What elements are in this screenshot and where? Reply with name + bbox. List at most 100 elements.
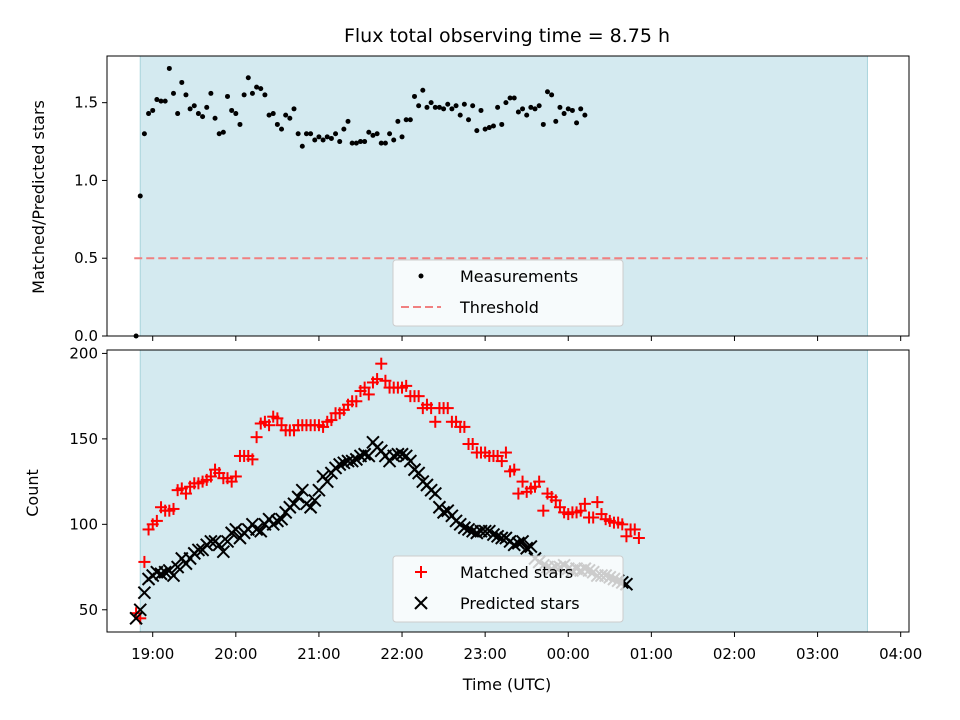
matched-star-point [167,502,180,515]
predicted-star-point [519,541,534,555]
measurement-point [299,143,305,149]
predicted-star-point [166,568,181,583]
predicted-star-point [332,457,347,472]
matched-star-point [371,373,384,386]
measurement-point [279,126,285,132]
predicted-star-point [308,493,322,508]
measurement-point [212,115,218,121]
bottom-y-axis-label: Count [23,469,42,517]
measurement-point [565,106,571,112]
matched-star-point [429,415,442,428]
matched-star-point [533,475,546,488]
measurement-point [345,118,351,124]
predicted-star-point [158,565,172,579]
measurement-point [478,107,484,113]
measurement-point [540,121,546,127]
measurement-point [291,106,297,112]
matched-star-point [616,518,629,531]
measurement-point [233,111,239,117]
measurement-point [287,115,293,121]
predicted-star-point [403,454,418,468]
predicted-star-point [486,527,501,542]
measurement-point [312,137,318,143]
measurement-point [511,95,517,101]
predicted-star-point [191,543,206,557]
top-legend: Measurements Threshold [392,259,624,327]
bottom-ytick-label: 150 [69,430,98,448]
matched-star-point [400,379,413,392]
top-measurements [133,65,588,339]
predicted-star-point [507,538,521,552]
matched-star-point [591,496,604,509]
measurement-point [395,118,401,124]
matched-star-point [358,381,371,394]
bottom-xtick-label: 02:00 [713,645,756,663]
matched-star-point [325,414,338,427]
predicted-star-point [478,524,492,538]
measurement-point [141,131,147,137]
measurement-point [544,89,550,95]
bottom-xtick-label: 19:00 [131,645,174,663]
measurement-point [370,132,376,138]
matched-star-point [375,357,388,370]
legend-matched-label: Matched stars [460,563,573,582]
measurement-point [474,128,480,134]
measurement-point [449,106,455,112]
bottom-xtick-label: 23:00 [464,645,507,663]
measurement-point [254,84,260,90]
measurement-point [495,104,501,110]
measurement-point [553,118,559,124]
predicted-star-point [220,534,235,549]
measurement-point [578,106,584,112]
predicted-star-point [524,539,538,554]
matched-star-point [138,555,151,568]
measurement-point [524,112,530,118]
bottom-xtick-label: 20:00 [214,645,257,663]
bottom-x-ticks: 19:00 20:00 21:00 22:00 23:00 00:00 01:00 02:00… [131,632,922,663]
measurement-point [403,117,409,123]
measurement-point [262,92,268,98]
measurement-point [241,92,247,98]
measurement-point [582,112,588,118]
top-ytick-label: 0.5 [74,249,98,267]
measurement-point [466,117,472,123]
predicted-star-point [254,524,268,538]
predicted-star-point [395,447,409,461]
measurement-point [208,90,214,96]
measurement-point [137,193,143,199]
legend-matched-marker [415,566,427,578]
measurement-point [457,112,463,118]
measurement-point [337,139,343,145]
measurement-point [453,103,459,109]
matched-star-point [578,497,591,510]
measurement-point [316,134,322,140]
predicted-star-point [511,536,526,550]
measurement-point [245,75,251,81]
measurement-point [229,107,235,113]
measurement-point [150,107,156,113]
measurement-point [216,131,222,137]
measurement-point [183,92,189,98]
predicted-star-point [357,447,372,461]
measurement-point [412,93,418,99]
top-x-ticks [152,336,902,341]
predicted-star-point [129,611,143,626]
measurement-point [146,111,152,117]
measurement-point [154,97,160,103]
predicted-star-point [411,466,426,480]
measurement-point [353,140,359,146]
bottom-panel: 50 100 150 200 19:00 20:00 21:00 22:00 23:00 00:… [23,344,922,694]
matched-star-point [587,511,600,524]
measurement-point [424,104,430,110]
measurement-point [574,120,580,126]
matched-star-point [516,475,529,488]
matched-star-point [179,487,192,500]
measurement-point [374,131,380,137]
measurement-point [158,98,164,104]
matched-star-point [499,446,512,459]
bottom-xtick-label: 21:00 [297,645,340,663]
measurement-point [461,101,467,107]
measurement-point [320,137,326,143]
bottom-xtick-label: 00:00 [547,645,590,663]
measurement-point [436,104,442,110]
